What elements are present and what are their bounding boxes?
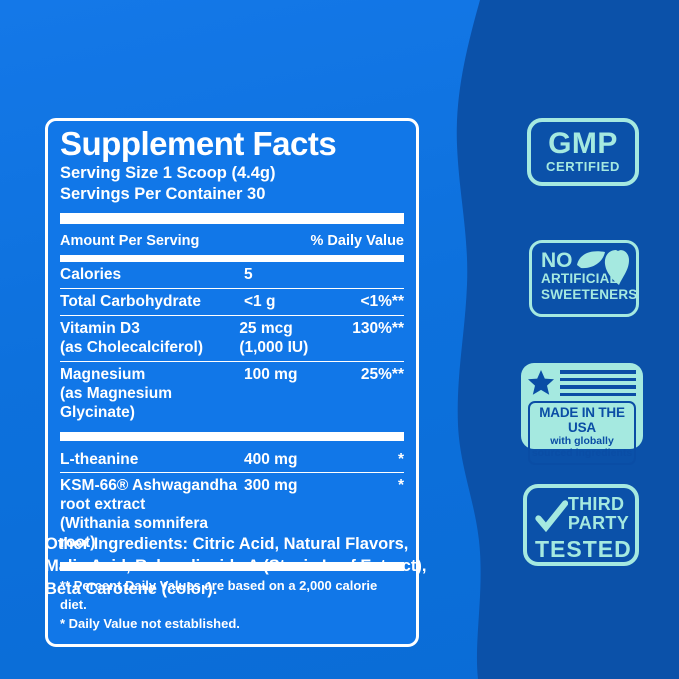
row-name-sub: (as Magnesium Glycinate): [60, 384, 172, 421]
row-amount: 300 mg: [244, 477, 298, 495]
no-artificial-sweeteners-badge: NO ARTIFICIAL SWEETENERS: [529, 240, 639, 317]
gmp-certified-badge: GMP CERTIFIED: [527, 118, 639, 186]
leaves-icon: [577, 250, 629, 285]
row-amount: <1 g: [244, 293, 276, 311]
third-party-tested-badge: THIRD PARTY TESTED: [523, 484, 639, 566]
row-name: KSM-66® Ashwagandha: [60, 477, 238, 495]
row-amount-sub: (1,000 IU): [239, 338, 309, 356]
row-name-sub: (as Cholecalciferol): [60, 338, 203, 356]
sweeteners-label: SWEETENERS: [541, 287, 638, 303]
usa-flag-icon: [528, 370, 636, 396]
row-dv: *: [397, 450, 404, 468]
made-in-usa-label: MADE IN THE USA: [539, 405, 625, 435]
footnotes: ** Percent Daily Values are based on a 2…: [60, 577, 404, 634]
other-ingredients-text: Other Ingredients: Citric Acid, Natural …: [45, 535, 427, 598]
header-daily-value: % Daily Value: [310, 233, 405, 250]
table-row: Magnesium (as Magnesium Glycinate) 100 m…: [60, 362, 404, 426]
table-row: KSM-66® Ashwagandha root extract (Withan…: [60, 473, 404, 556]
sourced-label: sourced ingredients: [531, 447, 633, 460]
row-dv: 25%**: [360, 365, 404, 383]
divider-section: [60, 431, 404, 441]
table-header: Amount Per Serving % Daily Value: [60, 230, 404, 253]
row-dv: <1%**: [360, 293, 404, 311]
checkmark-icon: [535, 500, 568, 533]
party-label: PARTY: [567, 512, 629, 533]
tested-label: TESTED: [535, 536, 632, 562]
table-row: Vitamin D3 (as Cholecalciferol) 25 mcg (…: [60, 316, 404, 362]
row-amount: 25 mcg: [239, 319, 293, 337]
row-name: L-theanine: [60, 450, 139, 468]
no-label: NO: [541, 249, 573, 272]
row-name: Vitamin D3: [60, 319, 140, 337]
header-amount-per-serving: Amount Per Serving: [60, 233, 200, 250]
table-row: Calories 5: [60, 262, 404, 290]
row-name: Calories: [60, 266, 122, 284]
divider-medium: [60, 255, 404, 263]
panel-title: Supplement Facts: [60, 125, 337, 162]
supplement-facts-panel: Supplement Facts Serving Size 1 Scoop (4…: [45, 118, 419, 647]
globally-label: with globally: [550, 435, 614, 447]
row-name: Total Carbohydrate: [60, 293, 201, 311]
usa-text-box: MADE IN THE USA with globally sourced in…: [528, 401, 636, 465]
made-in-usa-badge: MADE IN THE USA with globally sourced in…: [521, 363, 643, 465]
divider-thick: [60, 213, 404, 225]
certified-label: CERTIFIED: [545, 158, 620, 174]
artificial-label: ARTIFICIAL: [541, 271, 618, 286]
footnote-daily-values: ** Percent Daily Values are based on a 2…: [60, 578, 378, 612]
table-row: L-theanine 400 mg *: [60, 447, 404, 474]
gmp-label: GMP: [548, 127, 618, 161]
flag-stripes: [560, 370, 636, 396]
footnote-not-established: * Daily Value not established.: [60, 615, 240, 631]
row-dv: 130%**: [352, 319, 404, 337]
serving-size: Serving Size 1 Scoop (4.4g): [60, 163, 276, 182]
row-name-sub2: (Withania somnifera root): [60, 515, 208, 552]
star-icon: [528, 370, 554, 395]
divider-section: [60, 562, 404, 572]
row-amount: 400 mg: [244, 450, 298, 468]
row-name: Magnesium: [60, 365, 146, 383]
row-amount: 100 mg: [244, 365, 298, 383]
row-amount: 5: [244, 266, 253, 284]
row-name-sub: root extract: [60, 496, 146, 514]
third-label: THIRD: [567, 494, 625, 514]
table-row: Total Carbohydrate <1 g <1%**: [60, 289, 404, 316]
row-dv: *: [397, 477, 404, 495]
servings-per-container: Servings Per Container 30: [60, 185, 266, 204]
